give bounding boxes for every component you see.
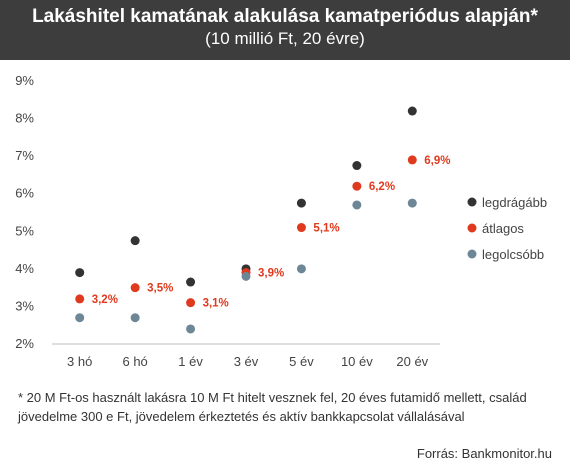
x-tick-label: 10 év bbox=[341, 354, 373, 369]
x-tick-label: 3 év bbox=[234, 354, 259, 369]
y-tick-label: 8% bbox=[15, 111, 34, 126]
data-point bbox=[186, 298, 196, 308]
legend-marker bbox=[467, 223, 477, 233]
data-label: 3,5% bbox=[147, 283, 173, 295]
legend-label: átlagos bbox=[482, 221, 524, 236]
y-tick-label: 9% bbox=[15, 73, 34, 88]
data-point bbox=[241, 271, 251, 281]
data-point bbox=[407, 198, 417, 208]
legend-label: legolcsóbb bbox=[482, 247, 544, 262]
data-point bbox=[296, 198, 306, 208]
data-point bbox=[186, 324, 196, 334]
data-label: 6,9% bbox=[424, 155, 450, 167]
y-tick-label: 2% bbox=[15, 336, 34, 351]
x-tick-label: 1 év bbox=[178, 354, 203, 369]
y-tick-label: 6% bbox=[15, 186, 34, 201]
y-tick-label: 3% bbox=[15, 298, 34, 313]
data-point bbox=[186, 277, 196, 287]
legend-marker bbox=[467, 249, 477, 259]
footnote: * 20 M Ft-os használt lakásra 10 M Ft hi… bbox=[18, 390, 527, 424]
y-tick-label: 4% bbox=[15, 261, 34, 276]
data-label: 5,1% bbox=[313, 223, 339, 235]
data-point bbox=[130, 283, 140, 293]
x-tick-label: 6 hó bbox=[122, 354, 147, 369]
data-point bbox=[352, 161, 362, 171]
data-label: 3,9% bbox=[258, 268, 284, 280]
x-axis: 3 hó 6 hó 1 év 3 év 5 év 10 év 20 év bbox=[67, 354, 429, 369]
chart-subtitle: (10 millió Ft, 20 évre) bbox=[205, 29, 365, 48]
data-point bbox=[352, 200, 362, 210]
x-tick-label: 3 hó bbox=[67, 354, 92, 369]
y-tick-label: 7% bbox=[15, 148, 34, 163]
data-point bbox=[296, 223, 306, 233]
data-point bbox=[75, 313, 85, 323]
y-tick-label: 5% bbox=[15, 223, 34, 238]
source-note: Forrás: Bankmonitor.hu bbox=[416, 446, 552, 461]
data-point bbox=[407, 155, 417, 165]
chart-area: 2% 3% 4% 5% 6% 7% 8% 9% 3 hó 6 hó 1 év 3 év 5 év 10 … bbox=[15, 73, 547, 369]
chart-title: Lakáshitel kamatának alakulása kamatperi… bbox=[32, 6, 538, 27]
y-axis: 2% 3% 4% 5% 6% 7% 8% 9% bbox=[15, 73, 34, 351]
chart-header: Lakáshitel kamatának alakulása kamatperi… bbox=[0, 0, 570, 60]
x-tick-label: 5 év bbox=[289, 354, 314, 369]
x-tick-label: 20 év bbox=[396, 354, 428, 369]
data-point bbox=[352, 181, 362, 191]
data-point bbox=[75, 268, 85, 278]
legend: legdrágább átlagos legolcsóbb bbox=[467, 195, 547, 262]
legend-label: legdrágább bbox=[482, 195, 547, 210]
data-label: 3,2% bbox=[92, 294, 118, 306]
data-points bbox=[75, 106, 417, 334]
data-point bbox=[407, 106, 417, 116]
data-label: 3,1% bbox=[203, 298, 229, 310]
data-labels: 3,2% 3,5% 3,1% 3,9% 5,1% 6,2% 6,9% bbox=[92, 155, 451, 310]
data-label: 6,2% bbox=[369, 181, 395, 193]
data-point bbox=[296, 264, 306, 274]
legend-marker bbox=[467, 197, 477, 207]
data-point bbox=[75, 294, 85, 304]
data-point bbox=[130, 313, 140, 323]
data-point bbox=[130, 236, 140, 246]
